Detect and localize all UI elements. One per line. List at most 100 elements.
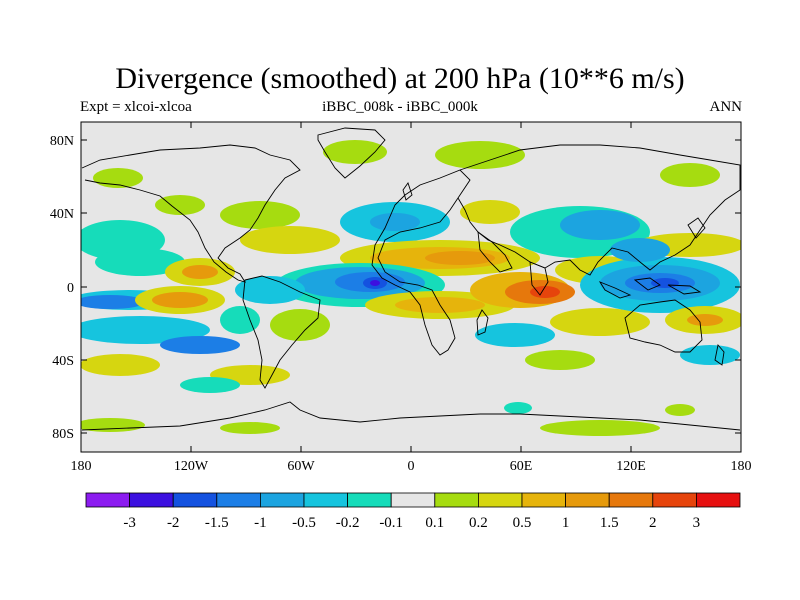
colorbar-label: 0.2 (469, 515, 488, 531)
colorbar-swatch (129, 492, 174, 508)
colorbar-swatch (652, 492, 697, 508)
colorbar-label: 0.1 (425, 515, 444, 531)
coastline-asia (457, 144, 741, 276)
field-blob (160, 336, 240, 354)
field-blob (240, 226, 340, 254)
colorbar-label: 2 (649, 515, 657, 531)
field-blob (182, 265, 218, 279)
colorbar-label: -2 (167, 515, 180, 531)
coastline-madagascar (476, 309, 489, 336)
y-tick-label: 40S (52, 354, 74, 369)
colorbar-label: 3 (693, 515, 701, 531)
difference-label: iBBC_008k - iBBC_000k (322, 99, 478, 115)
field-blob (370, 280, 380, 286)
colorbar-label: 0.5 (513, 515, 532, 531)
colorbar-label: 1.5 (600, 515, 619, 531)
colorbar-swatch (434, 492, 479, 508)
y-tick-label: 40N (50, 207, 74, 222)
field-blob (81, 316, 210, 344)
x-tick-label: 120W (174, 459, 209, 474)
coastline-south-america (242, 275, 321, 389)
field-blob (680, 345, 740, 365)
colorbar-swatch (521, 492, 566, 508)
coastline-new-zealand (714, 344, 725, 366)
field-blob (425, 251, 495, 265)
field-blob (460, 200, 520, 224)
field-blob (152, 292, 208, 308)
season-label: ANN (709, 99, 743, 115)
x-tick-label: 120E (616, 459, 646, 474)
coastlines (81, 127, 741, 431)
field-blob (370, 213, 420, 231)
colorbar (85, 492, 741, 508)
coastline-indonesia (598, 277, 702, 299)
colorbar-swatch (565, 492, 610, 508)
field-blob (651, 278, 679, 288)
colorbar-label: -0.5 (292, 515, 316, 531)
colorbar-label: -1.5 (205, 515, 229, 531)
coastline-antarctica (81, 401, 741, 431)
x-tick-label: 60W (287, 459, 315, 474)
y-tick-label: 80S (52, 427, 74, 442)
colorbar-label: -1 (254, 515, 267, 531)
y-tick-label: 80N (50, 134, 74, 149)
colorbar-swatch (85, 492, 130, 508)
experiment-label: Expt = xlcoi-xlcoa (80, 99, 192, 115)
field-blob (687, 314, 723, 326)
field-blob (235, 276, 305, 304)
colorbar-swatch (172, 492, 218, 508)
colorbar-swatch (216, 492, 261, 508)
field-blob (525, 350, 595, 370)
field-blob (610, 238, 670, 262)
colorbar-swatch (303, 492, 348, 508)
contour-fields (81, 140, 741, 436)
coastline-india (529, 261, 549, 296)
field-blob (155, 195, 205, 215)
colorbar-swatch (390, 492, 436, 508)
x-tick-label: 180 (71, 459, 92, 474)
field-blob (504, 402, 532, 414)
coastline-north-america (81, 144, 301, 283)
field-blob (81, 354, 160, 376)
map-title: Divergence (smoothed) at 200 hPa (10**6 … (115, 62, 685, 95)
colorbar-swatch (259, 492, 305, 508)
x-tick-label: 60E (510, 459, 533, 474)
coastline-europe-africa (371, 169, 471, 356)
field-blob (560, 210, 640, 240)
colorbar-label: -3 (123, 515, 136, 531)
field-blob (435, 141, 525, 169)
y-tick-label: 0 (67, 281, 74, 296)
coastline-arabia (477, 231, 513, 273)
field-blob (550, 308, 650, 336)
coastline-uk (402, 182, 413, 201)
field-blob (660, 163, 720, 187)
field-blob (665, 404, 695, 416)
field-blob (530, 286, 560, 298)
tick-marks (80, 122, 742, 452)
field-blob (93, 168, 143, 188)
x-tick-label: 180 (731, 459, 752, 474)
field-blob (180, 377, 240, 393)
field-blob (475, 323, 555, 347)
x-tick-label: 0 (408, 459, 415, 474)
colorbar-swatch (608, 492, 654, 508)
colorbar-swatch (477, 492, 523, 508)
colorbar-swatch (696, 492, 741, 508)
field-blob (323, 140, 387, 164)
colorbar-label: -0.1 (379, 515, 403, 531)
colorbar-swatch (347, 492, 392, 508)
colorbar-label: -0.2 (336, 515, 360, 531)
colorbar-label: 1 (562, 515, 570, 531)
field-blob (220, 422, 280, 434)
coastline-greenland (317, 127, 386, 179)
colorbar-labels: -3 -2 -1.5 -1 -0.5 -0.2 -0.1 0.1 0.2 0.5 1 1.5 2 3 (123, 515, 700, 531)
field-blob (270, 309, 330, 341)
field-blob (81, 295, 145, 309)
field-blob (220, 306, 260, 334)
coastline-australia (624, 299, 703, 353)
coastline-japan (687, 217, 706, 239)
field-blob (95, 248, 185, 276)
field-blob (540, 420, 660, 436)
field-blob (81, 418, 145, 432)
